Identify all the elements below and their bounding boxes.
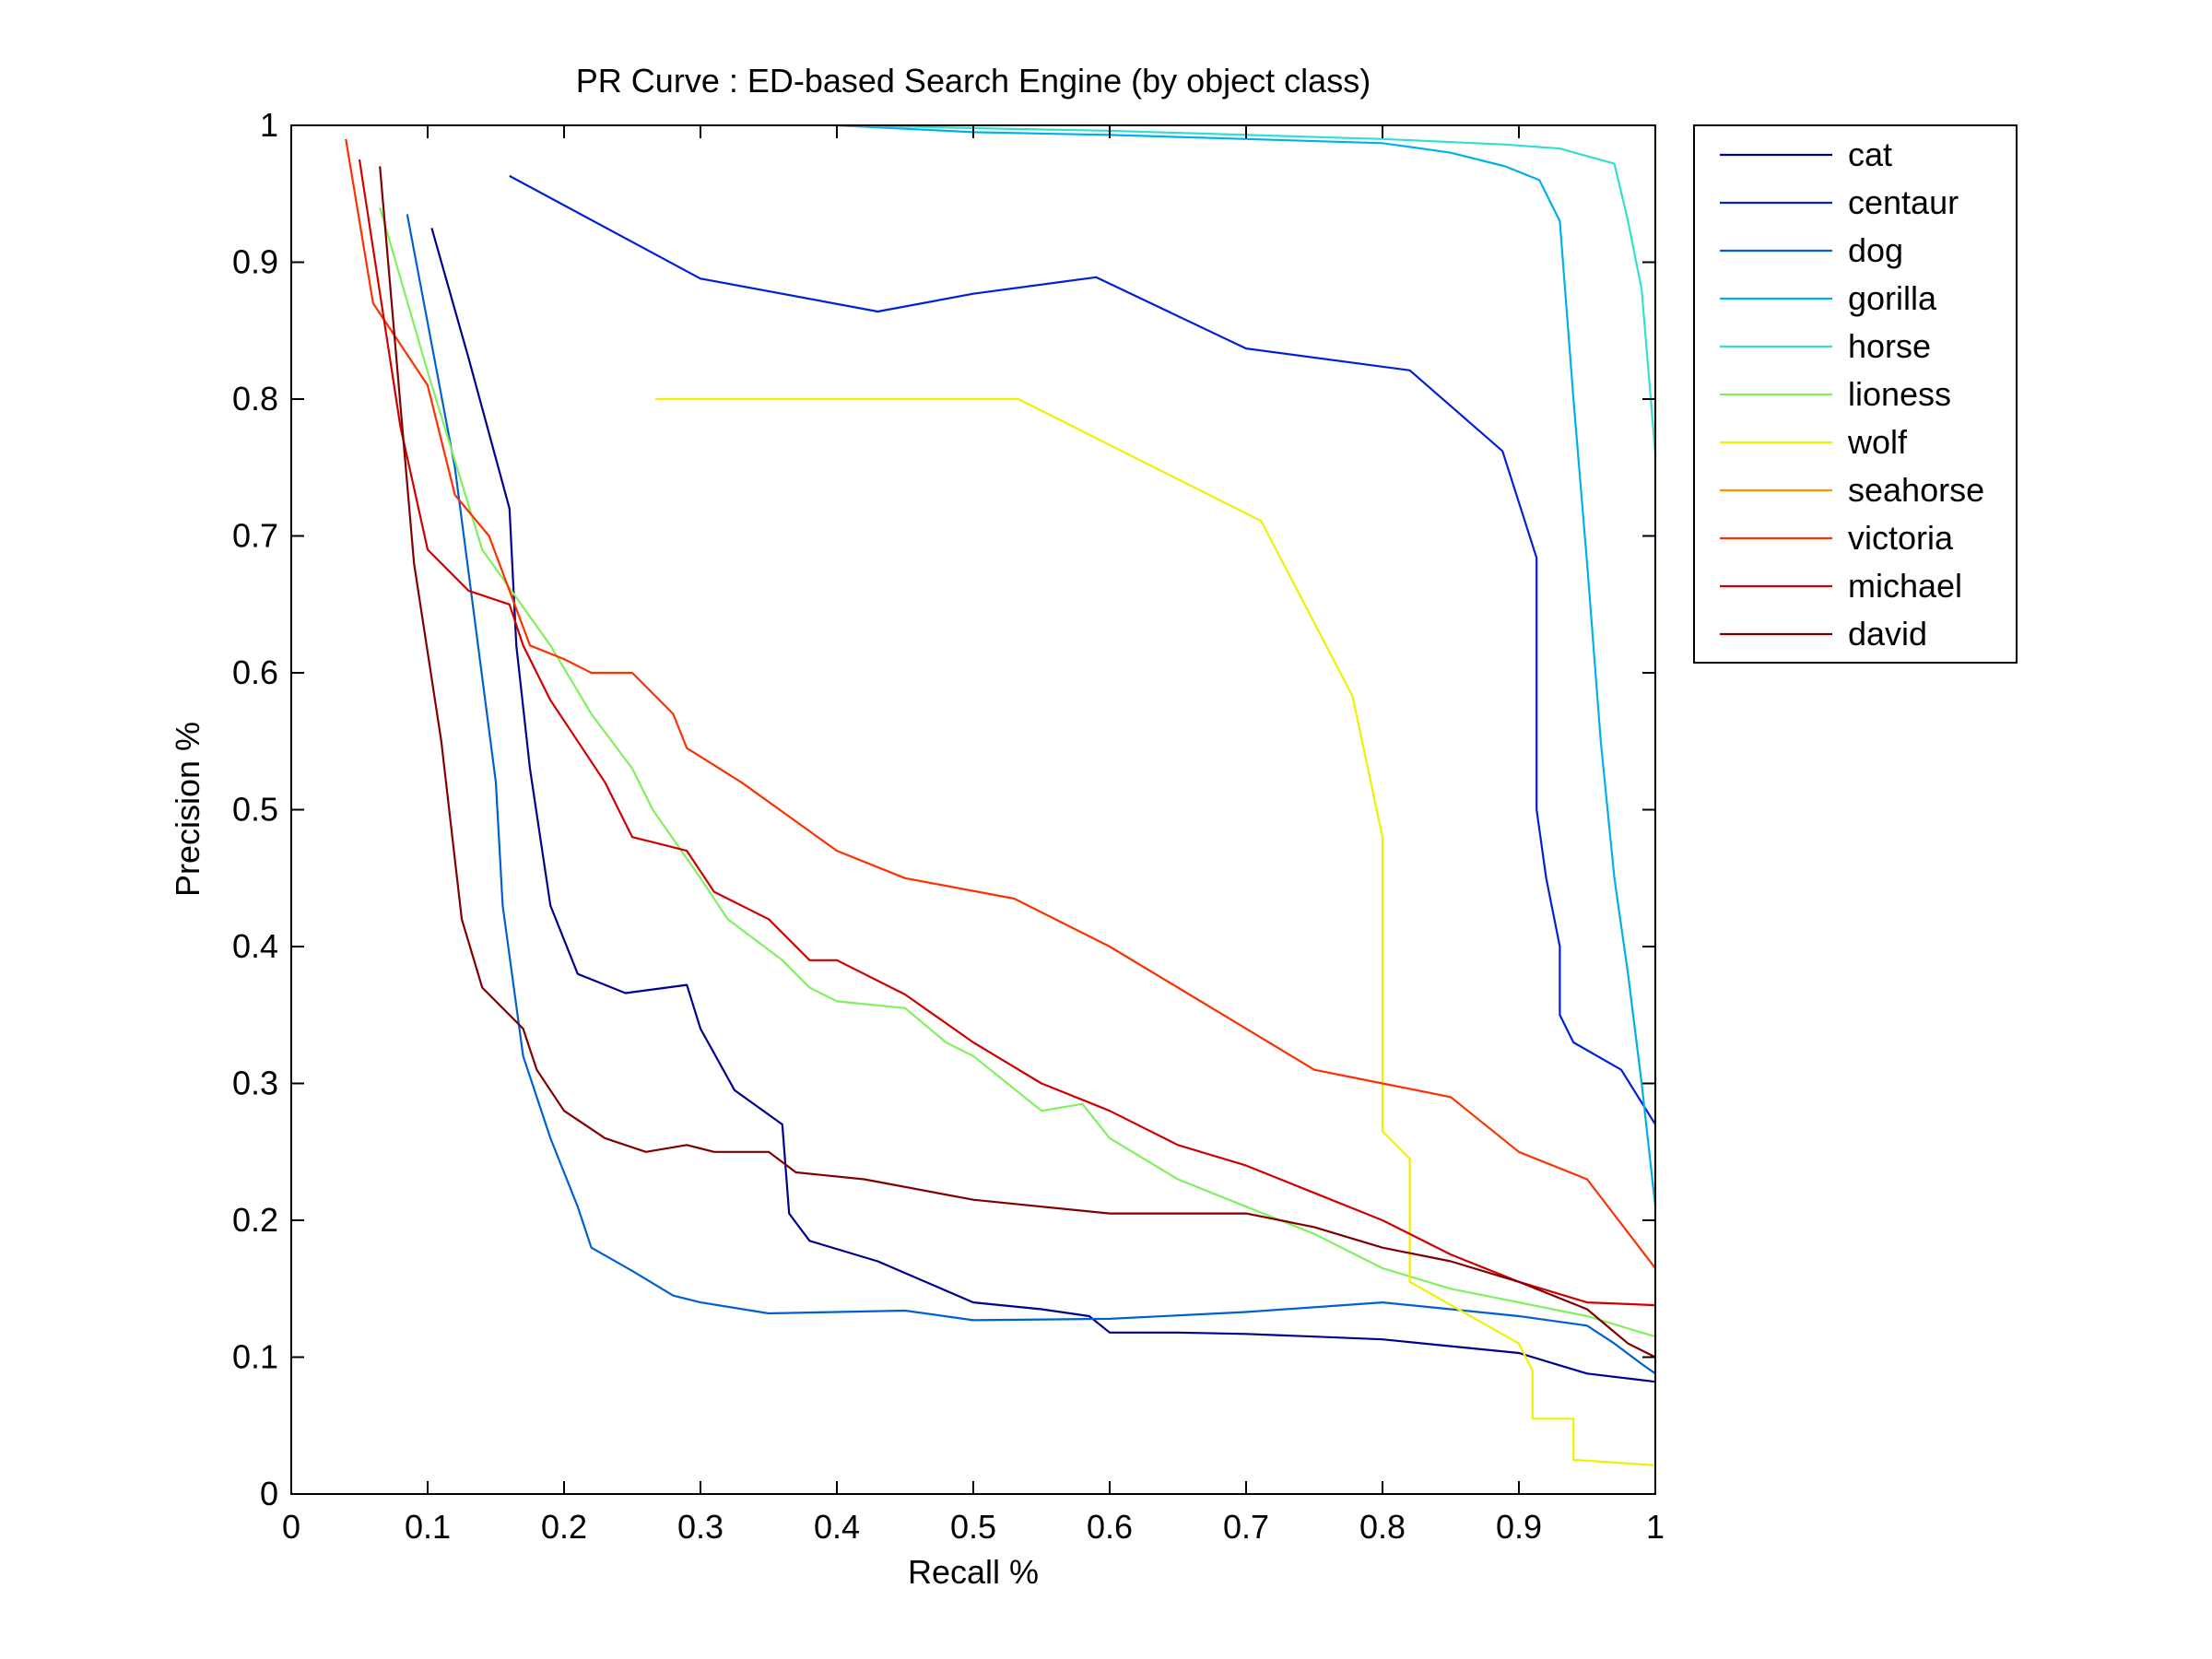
y-tick-label: 0.5 (232, 791, 278, 829)
y-tick-label: 0.6 (232, 653, 278, 691)
y-axis-label: Precision % (169, 722, 206, 897)
x-tick-label: 0.8 (1359, 1508, 1406, 1546)
y-tick-label: 0 (260, 1475, 278, 1512)
legend-label-lioness: lioness (1848, 375, 1951, 413)
x-tick-label: 1 (1646, 1508, 1665, 1546)
legend-label-seahorse: seahorse (1848, 471, 1984, 509)
x-axis-ticks: 0 0.1 0.2 0.3 0.4 0.5 0.6 0.7 0.8 0.9 1 (282, 125, 1665, 1546)
series-line-horse (850, 124, 1657, 454)
legend: cat centaur dog gorilla horse lioness wolf seah… (1693, 124, 2018, 664)
legend-label-dog: dog (1848, 231, 1903, 269)
legend-label-michael: michael (1848, 567, 1962, 605)
x-tick-label: 0.4 (814, 1508, 860, 1546)
x-tick-label: 0.9 (1496, 1508, 1542, 1546)
series-line-centaur (509, 174, 1656, 1125)
legend-label-wolf: wolf (1847, 423, 1908, 461)
x-tick-label: 0.2 (541, 1508, 587, 1546)
x-axis-label: Recall % (908, 1553, 1039, 1591)
series-line-dog (406, 214, 1656, 1375)
x-tick-label: 0.3 (677, 1508, 724, 1546)
x-tick-label: 0.6 (1087, 1508, 1133, 1546)
x-tick-label: 0.7 (1223, 1508, 1269, 1546)
series-line-michael (358, 159, 1656, 1307)
y-tick-label: 0.3 (232, 1065, 278, 1102)
y-tick-label: 0.2 (232, 1201, 278, 1239)
series-line-wolf (655, 397, 1656, 1466)
legend-label-gorilla: gorilla (1848, 279, 1937, 317)
y-tick-label: 1 (260, 106, 278, 144)
y-tick-label: 0.8 (232, 380, 278, 418)
x-tick-label: 0.1 (405, 1508, 451, 1546)
y-tick-label: 0.7 (232, 517, 278, 555)
series-line-lioness (379, 206, 1656, 1338)
series-line-gorilla (836, 124, 1657, 1207)
y-axis-ticks: 0 0.1 0.2 0.3 0.4 0.5 0.6 0.7 0.8 0.9 1 (232, 106, 1655, 1512)
y-tick-label: 0.9 (232, 243, 278, 281)
y-tick-label: 0.4 (232, 927, 278, 965)
x-tick-label: 0.5 (950, 1508, 996, 1546)
x-tick-label: 0 (282, 1508, 300, 1546)
y-tick-label: 0.1 (232, 1338, 278, 1376)
series-line-victoria (345, 138, 1656, 1269)
series-line-david (379, 166, 1656, 1359)
chart-title: PR Curve : ED-based Search Engine (by ob… (576, 62, 1371, 100)
legend-label-horse: horse (1848, 327, 1931, 365)
series-line-cat (430, 228, 1656, 1383)
legend-label-david: david (1848, 615, 1927, 653)
legend-label-centaur: centaur (1848, 183, 1959, 221)
legend-label-victoria: victoria (1848, 519, 1954, 557)
legend-label-cat: cat (1848, 135, 1892, 173)
